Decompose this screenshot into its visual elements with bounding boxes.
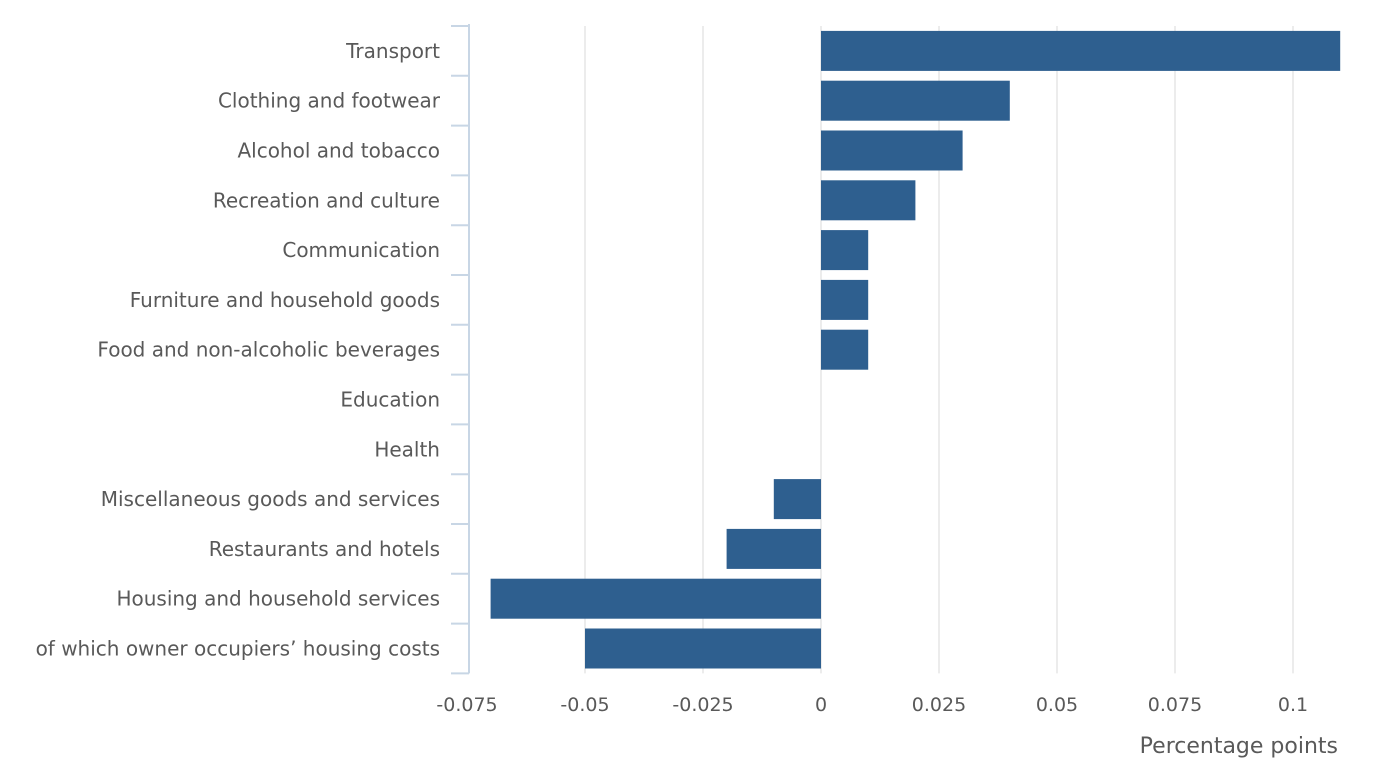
bar [821,180,916,221]
category-label: Alcohol and tobacco [237,139,440,163]
category-label: Communication [282,238,440,262]
bar [821,230,869,271]
category-label: Education [340,388,440,412]
bar [821,279,869,320]
x-tick-label: -0.025 [672,694,733,716]
x-tick-label: -0.075 [436,694,497,716]
category-label: Health [374,437,440,461]
category-label: Clothing and footwear [218,89,441,113]
x-tick-labels: -0.075 -0.05 -0.025 0 0.025 0.05 0.075 0.1 [436,694,1308,716]
category-label: Food and non-alcoholic beverages [97,338,440,362]
category-label: Restaurants and hotels [209,537,440,561]
category-label: Housing and household services [116,587,440,611]
category-label: Recreation and culture [213,188,440,212]
x-tick-label: -0.05 [560,694,609,716]
x-tick-label: 0.1 [1278,694,1308,716]
category-labels: Transport Clothing and footwear Alcohol an… [36,39,441,661]
category-axis [451,24,470,675]
x-tick-label: 0 [815,694,827,716]
bar [821,80,1010,121]
bar [490,578,821,619]
bar [821,30,1341,71]
gridlines [584,26,1294,674]
category-label: Furniture and household goods [130,288,440,312]
category-label: Transport [345,39,440,63]
bar [726,528,821,569]
bar [821,329,869,370]
x-tick-label: 0.05 [1036,694,1078,716]
x-axis-title: Percentage points [1140,734,1338,759]
bars [490,30,1341,669]
bar [773,479,821,520]
x-tick-label: 0.075 [1148,694,1202,716]
category-label: Miscellaneous goods and services [101,487,440,511]
category-label: of which owner occupiers’ housing costs [36,637,440,661]
bar [585,628,821,669]
bar [821,130,963,171]
x-tick-label: 0.025 [912,694,966,716]
